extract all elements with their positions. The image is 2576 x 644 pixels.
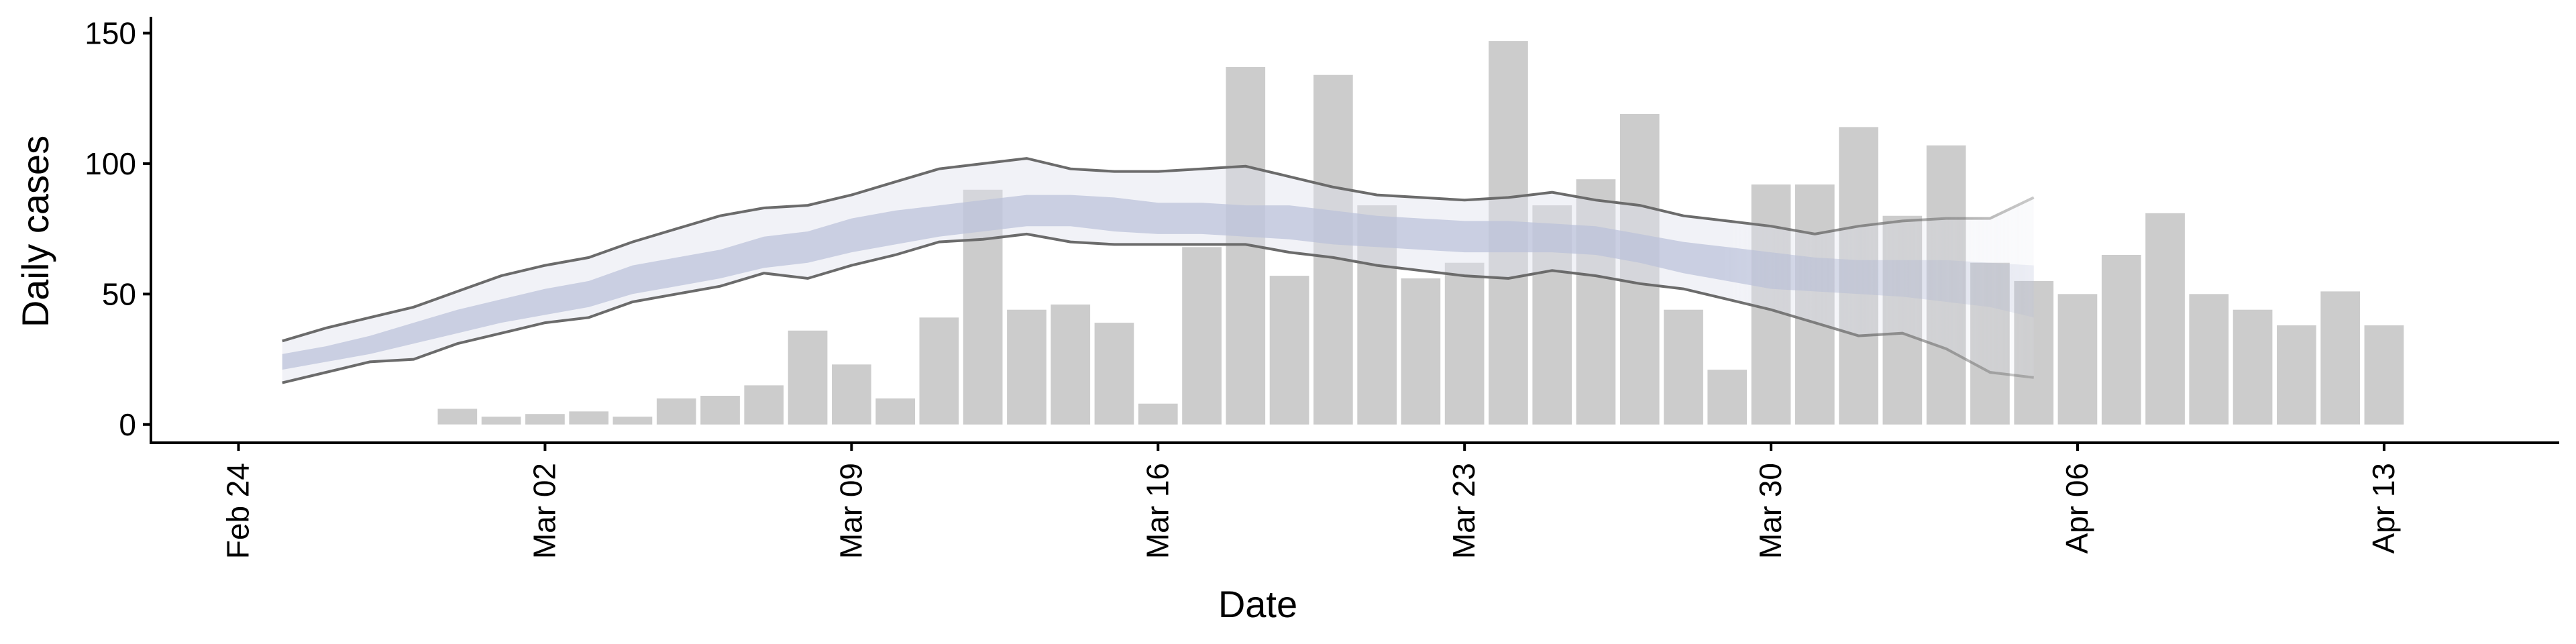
y-tick-label-50: 50 xyxy=(102,276,136,311)
bar-2020-03-22 xyxy=(1401,278,1441,425)
bar-2020-03-11 xyxy=(919,317,959,425)
y-tick-label-100: 100 xyxy=(85,146,136,181)
bar-2020-03-01 xyxy=(481,417,521,425)
bar-2020-03-15 xyxy=(1094,323,1134,425)
lower-bound-line xyxy=(282,232,2034,384)
bar-2020-03-13 xyxy=(1007,309,1046,425)
bar-2020-03-17 xyxy=(1182,247,1222,425)
bar-2020-03-27 xyxy=(1619,114,1660,425)
axes-layer: 0 50 100 150 Feb 24 Mar 02 Mar 09 Mar 16 Mar 23 M… xyxy=(85,15,2559,559)
bar-2020-03-29 xyxy=(1707,370,1748,425)
x-tick-label-2020-04-13: Apr 13 xyxy=(2366,463,2401,554)
bar-2020-03-02 xyxy=(525,414,565,425)
bar-2020-03-19 xyxy=(1269,276,1309,425)
x-tick-label-2020-02-24: Feb 24 xyxy=(221,463,256,559)
bar-2020-03-07 xyxy=(744,385,784,425)
x-tick-label-2020-03-30: Mar 30 xyxy=(1753,463,1788,559)
x-tick-label-2020-03-23: Mar 23 xyxy=(1446,463,1481,559)
x-tick-label-2020-03-09: Mar 09 xyxy=(833,463,868,559)
bar-2020-03-06 xyxy=(700,396,740,425)
y-tick-label-0: 0 xyxy=(119,407,136,442)
bar-2020-04-08 xyxy=(2145,213,2185,425)
bar-2020-04-11 xyxy=(2277,325,2316,425)
bar-2020-04-09 xyxy=(2189,294,2229,425)
ribbon-inner-band xyxy=(282,195,2034,370)
bar-2020-03-04 xyxy=(612,417,653,425)
bar-2020-03-14 xyxy=(1051,304,1091,425)
bar-2020-04-06 xyxy=(2057,294,2098,425)
x-axis-title: Date xyxy=(1218,583,1297,625)
bar-2020-04-10 xyxy=(2233,309,2273,425)
x-tick-label-2020-03-02: Mar 02 xyxy=(527,463,561,559)
y-axis-title: Daily cases xyxy=(14,136,56,327)
bar-2020-03-26 xyxy=(1576,179,1616,425)
x-tick-label-2020-04-06: Apr 06 xyxy=(2059,463,2094,554)
bar-2020-03-20 xyxy=(1313,74,1353,425)
x-tick-label-2020-03-16: Mar 16 xyxy=(1140,463,1175,559)
bar-2020-03-28 xyxy=(1664,309,1703,425)
bar-2020-04-12 xyxy=(2320,291,2360,425)
bar-2020-03-09 xyxy=(832,364,871,425)
ribbon-layer xyxy=(282,157,2035,384)
bar-2020-03-05 xyxy=(656,398,696,425)
bar-2020-03-23 xyxy=(1444,262,1485,425)
bar-2020-04-02 xyxy=(1882,215,1923,425)
y-tick-label-150: 150 xyxy=(85,15,136,50)
bar-2020-03-08 xyxy=(788,330,828,425)
bar-2020-03-10 xyxy=(875,398,915,425)
bar-2020-02-29 xyxy=(437,409,478,425)
ribbon-outer-band xyxy=(282,158,2034,383)
bar-2020-04-07 xyxy=(2101,255,2141,425)
bar-2020-04-13 xyxy=(2364,325,2404,425)
bar-2020-03-03 xyxy=(569,411,609,425)
bar-2020-03-16 xyxy=(1138,403,1178,425)
upper-bound-line xyxy=(282,157,2035,343)
bar-2020-03-31 xyxy=(1795,184,1835,425)
bars-layer xyxy=(437,41,2404,425)
